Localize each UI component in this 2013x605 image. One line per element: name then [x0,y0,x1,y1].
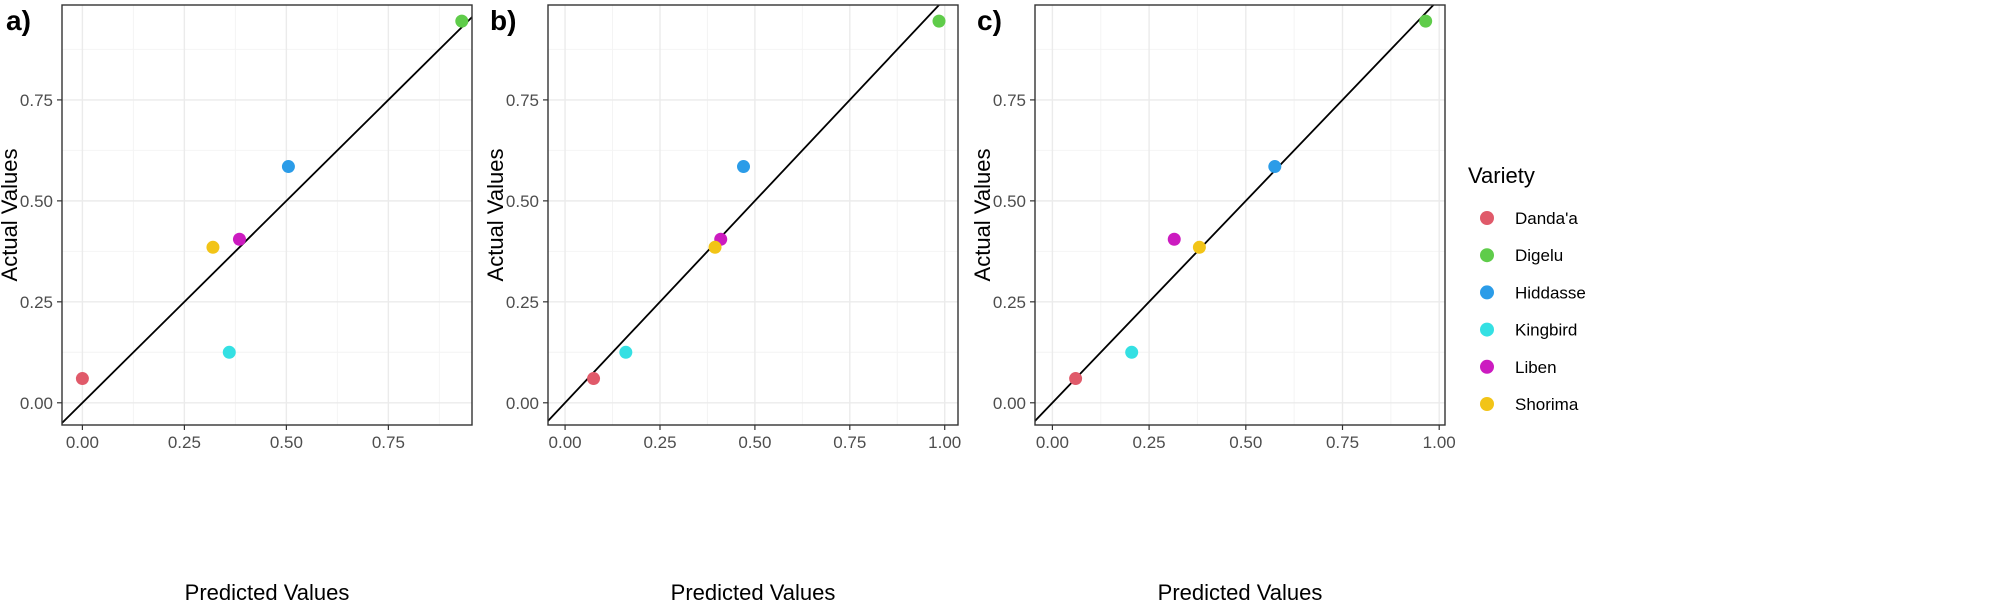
x-tick-label: 0.50 [270,433,303,452]
x-axis-title: Predicted Values [671,580,836,605]
identity-line [62,15,472,425]
data-point-shorima [1192,240,1206,254]
legend-label: Hiddasse [1515,283,1586,302]
panel-label: b) [490,5,516,36]
panel-1: 0.00 0.25 0.50 0.75 0.00 0.25 0.50 0.75 Predicte… [0,4,473,605]
data-point-kingbird [619,345,633,359]
y-tick-label: 0.50 [20,192,53,211]
legend: Variety Danda'a Digelu Hiddasse Kingbird Libe… [1468,163,1586,414]
plot-background [548,5,958,425]
y-axis-title: Actual Values [0,149,22,282]
data-point-dandaa [1069,372,1083,386]
legend-swatch-liben [1480,359,1494,374]
data-point-shorima [708,240,722,254]
data-point-dandaa [587,372,601,386]
y-tick-label: 0.75 [20,91,53,110]
data-point-dandaa [75,372,89,386]
panel-border [61,4,473,426]
legend-label: Danda'a [1515,209,1578,228]
legend-swatch-kingbird [1480,322,1494,337]
panel-border [547,4,959,426]
panel-label: c) [977,5,1002,36]
legend-swatch-shorima [1480,397,1494,411]
plot-area [1035,5,1445,425]
legend-title: Variety [1468,163,1535,188]
plot-area [548,5,958,425]
y-tick-label: 0.00 [506,394,539,413]
x-tick-label: 0.50 [738,433,771,452]
plot-area [62,5,472,425]
plot-background [1035,5,1445,425]
y-tick-label: 0.75 [506,91,539,110]
legend-swatch-digelu [1480,248,1494,263]
data-point-kingbird [222,345,236,359]
data-point-digelu [932,14,946,28]
x-tick-label: 0.25 [1133,433,1166,452]
x-tick-label: 0.75 [833,433,866,452]
x-tick-label: 0.50 [1229,433,1262,452]
legend-label: Kingbird [1515,321,1577,340]
x-tick-label: 1.00 [1423,433,1456,452]
x-tick-label: 1.00 [928,433,961,452]
data-point-digelu [455,14,469,28]
x-tick-label: 0.00 [549,433,582,452]
y-tick-label: 0.50 [993,192,1026,211]
y-tick-label: 0.25 [506,293,539,312]
x-axis-title: Predicted Values [1158,580,1323,605]
legend-label: Shorima [1515,395,1579,414]
x-tick-label: 0.75 [372,433,405,452]
data-point-liben [1167,232,1181,246]
x-tick-label: 0.75 [1326,433,1359,452]
data-point-hiddasse [281,160,295,174]
panel-border [1034,4,1446,426]
y-tick-label: 0.75 [993,91,1026,110]
legend-label: Liben [1515,358,1557,377]
x-tick-label: 0.25 [643,433,676,452]
panel-label: a) [6,5,31,36]
data-point-liben [232,232,246,246]
data-point-kingbird [1125,345,1139,359]
y-tick-label: 0.25 [20,293,53,312]
y-axis-title: Actual Values [483,149,508,282]
y-tick-label: 0.00 [20,394,53,413]
y-axis-title: Actual Values [970,149,995,282]
x-axis-title: Predicted Values [185,580,350,605]
panel-3: 0.00 0.25 0.50 0.75 1.00 0.00 0.25 0.50 0.75 Pred… [970,4,1456,605]
x-tick-label: 0.00 [1036,433,1069,452]
panel-2: 0.00 0.25 0.50 0.75 1.00 0.00 0.25 0.50 0.75 Pred… [483,4,961,605]
data-point-hiddasse [1268,160,1282,174]
legend-label: Digelu [1515,246,1563,265]
x-tick-label: 0.00 [66,433,99,452]
data-point-digelu [1419,14,1433,28]
legend-swatch-hiddasse [1480,285,1494,300]
data-point-hiddasse [737,160,751,174]
y-tick-label: 0.50 [506,192,539,211]
y-tick-label: 0.25 [993,293,1026,312]
x-tick-label: 0.25 [168,433,201,452]
y-tick-label: 0.00 [993,394,1026,413]
data-point-shorima [206,240,220,254]
legend-swatch-dandaa [1480,211,1494,225]
